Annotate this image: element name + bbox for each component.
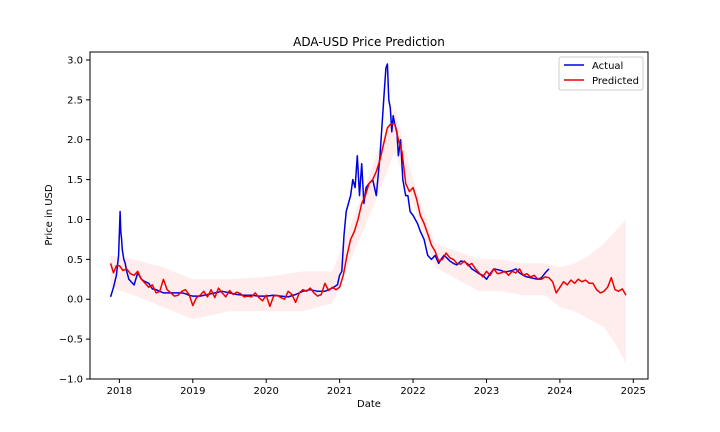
x-axis: 2018 2019 2020 2021 2022 2023 2024 2025 [107,379,646,397]
y-axis-label: Price in USD [44,184,55,246]
x-tick-label: 2019 [180,386,205,397]
x-tick-label: 2020 [253,386,278,397]
y-tick-label: 0.5 [67,255,83,266]
x-tick-label: 2018 [107,386,132,397]
legend: Actual Predicted [558,56,644,91]
y-tick-label: 0.0 [67,295,83,306]
y-tick-label: 3.0 [67,55,83,66]
x-tick-label: 2022 [400,386,425,397]
x-axis-label: Date [357,399,381,410]
legend-label-actual: Actual [592,61,623,72]
x-tick-label: 2021 [327,386,352,397]
y-axis: −1.0 −0.5 0.0 0.5 1.0 1.5 2.0 2.5 3.0 [59,55,90,386]
x-tick-label: 2024 [547,386,572,397]
prediction-interval-band [110,107,626,364]
y-tick-label: 1.0 [67,215,83,226]
y-tick-label: −0.5 [59,335,83,346]
series-line-predicted [109,123,627,308]
y-tick-label: 1.5 [67,175,83,186]
y-tick-label: 2.0 [67,135,83,146]
x-tick-label: 2023 [474,386,499,397]
series-layer [109,63,627,308]
plot-frame [89,51,649,380]
chart-title: ADA-USD Price Prediction [293,35,445,49]
y-tick-label: 2.5 [67,95,83,106]
legend-label-predicted: Predicted [592,76,639,87]
x-tick-label: 2025 [621,386,646,397]
y-tick-label: −1.0 [59,375,83,386]
prediction-band [110,107,626,364]
